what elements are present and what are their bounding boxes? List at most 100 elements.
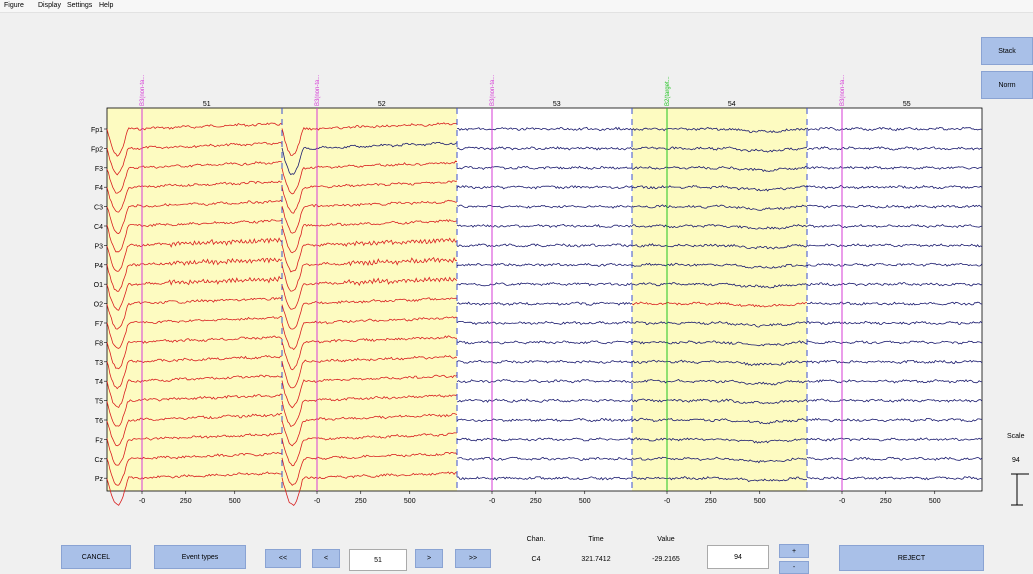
- eeg-trace: [106, 471, 282, 506]
- eeg-trace: [106, 432, 283, 466]
- cancel-button[interactable]: CANCEL: [61, 545, 131, 569]
- epoch-number-label: 53: [553, 101, 561, 108]
- epoch-background: [807, 108, 982, 491]
- eeg-trace: [281, 160, 458, 195]
- scale-value: 94: [1012, 457, 1020, 464]
- eeg-trace: [806, 320, 983, 326]
- x-tick-label: 250: [880, 498, 892, 505]
- eeg-trace: [456, 204, 633, 209]
- x-tick-label: -0: [839, 498, 845, 505]
- eeg-trace: [631, 437, 808, 444]
- eeg-trace: [806, 476, 983, 481]
- eeg-trace: [281, 276, 458, 310]
- eeg-trace: [456, 379, 633, 384]
- x-tick-label: 500: [754, 498, 766, 505]
- eeg-trace: [457, 282, 633, 287]
- x-tick-label: -0: [489, 498, 495, 505]
- epoch-background: [282, 108, 457, 491]
- channel-label: C4: [94, 224, 103, 231]
- scale-increase-button[interactable]: +: [779, 544, 809, 558]
- norm-button[interactable]: Norm: [981, 71, 1033, 99]
- epoch-background: [457, 108, 632, 491]
- channel-label: F7: [95, 321, 103, 328]
- channel-label: F3: [95, 166, 103, 173]
- channel-label: O2: [94, 302, 103, 309]
- eeg-trace: [631, 243, 808, 250]
- event-types-button[interactable]: Event types: [154, 545, 246, 569]
- eeg-trace: [106, 141, 283, 176]
- eeg-trace: [631, 417, 808, 425]
- prev-epoch-button[interactable]: <: [312, 549, 340, 568]
- menu-help[interactable]: Help: [99, 2, 114, 9]
- eeg-trace: [456, 398, 633, 403]
- eeg-trace: [806, 243, 983, 248]
- x-tick-label: 250: [705, 498, 717, 505]
- eeg-trace: [631, 398, 808, 405]
- eeg-trace: [456, 243, 633, 248]
- eeg-trace: [806, 456, 983, 461]
- channel-label: Cz: [94, 457, 103, 464]
- eeg-trace: [106, 199, 283, 234]
- x-tick-label: 250: [530, 498, 542, 505]
- eeg-trace: [631, 146, 808, 153]
- x-tick-label: 500: [579, 498, 591, 505]
- channel-label: O1: [94, 282, 103, 289]
- eeg-trace: [806, 146, 982, 151]
- eeg-trace: [631, 282, 808, 289]
- epoch-number-label: 51: [203, 101, 211, 108]
- x-tick-label: 250: [355, 498, 367, 505]
- eeg-trace: [281, 355, 458, 389]
- eeg-trace: [281, 471, 458, 506]
- menu-display[interactable]: Display: [38, 2, 61, 9]
- eeg-trace: [106, 393, 283, 427]
- next-epoch-button[interactable]: >: [415, 549, 443, 568]
- epoch-number-field[interactable]: 51: [349, 549, 407, 571]
- eeg-trace: [106, 451, 283, 486]
- eeg-trace: [281, 297, 458, 330]
- eeg-trace: [806, 417, 983, 423]
- value-value: -29.2165: [652, 556, 680, 563]
- eeg-trace: [281, 394, 458, 428]
- plot-frame: [106, 107, 983, 492]
- channel-label: Fz: [95, 437, 103, 444]
- eeg-trace: [456, 437, 633, 442]
- channel-label: F4: [95, 185, 103, 192]
- event-label: B3(non-ta...: [315, 74, 321, 106]
- eeg-trace: [281, 141, 458, 176]
- channel-label: T4: [95, 379, 103, 386]
- channel-label: T5: [95, 399, 103, 406]
- epoch-number-label: 52: [378, 101, 386, 108]
- eeg-trace: [281, 219, 458, 254]
- stack-button[interactable]: Stack: [981, 37, 1033, 65]
- eeg-trace: [281, 237, 458, 273]
- eeg-trace: [631, 456, 808, 464]
- eeg-trace: [631, 262, 808, 269]
- eeg-trace: [631, 321, 808, 328]
- reject-button[interactable]: REJECT: [839, 545, 984, 571]
- menu-settings[interactable]: Settings: [67, 2, 93, 9]
- first-epoch-button[interactable]: <<: [265, 549, 301, 568]
- eeg-trace: [806, 359, 983, 364]
- scale-decrease-button[interactable]: -: [779, 561, 809, 574]
- event-label: B3(non-ta...: [490, 74, 496, 106]
- eeg-trace: [456, 417, 633, 423]
- eeg-trace: [281, 199, 458, 234]
- scale-field[interactable]: 94: [707, 545, 769, 569]
- eeg-trace: [106, 296, 283, 330]
- eeg-trace: [106, 180, 283, 213]
- last-epoch-button[interactable]: >>: [455, 549, 491, 568]
- eeg-trace: [456, 359, 633, 364]
- chan-value: C4: [531, 556, 541, 563]
- eeg-trace: [806, 165, 983, 171]
- eeg-trace: [106, 374, 283, 409]
- eeg-trace: [281, 256, 458, 292]
- eeg-trace: [631, 340, 807, 347]
- channel-label: P3: [94, 243, 103, 250]
- eeg-trace: [806, 204, 983, 209]
- eeg-trace: [281, 374, 458, 409]
- eeg-trace: [631, 204, 808, 211]
- x-tick-label: 500: [929, 498, 941, 505]
- x-tick-label: -0: [314, 498, 320, 505]
- menu-figure[interactable]: Figure: [4, 2, 24, 9]
